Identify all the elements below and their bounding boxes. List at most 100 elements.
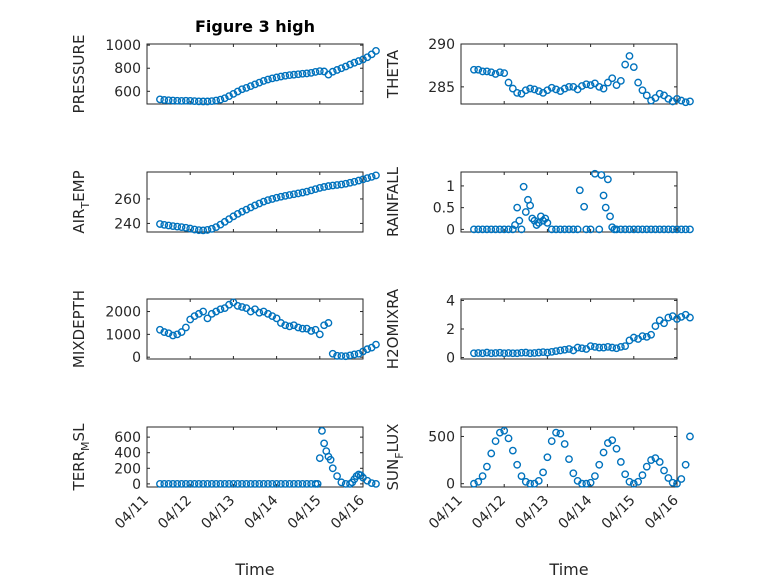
data-point: [173, 479, 182, 488]
data-point: [595, 460, 604, 469]
data-point: [582, 80, 591, 89]
data-point: [478, 472, 487, 481]
data-point: [621, 60, 630, 69]
data-point: [677, 475, 686, 483]
data-point: [537, 212, 545, 221]
data-point: [660, 319, 668, 328]
data-point: [616, 225, 625, 234]
data-point: [634, 78, 643, 87]
data-point: [597, 171, 606, 179]
data-point: [246, 203, 255, 212]
data-point: [324, 182, 333, 190]
data-point: [207, 224, 216, 233]
data-point: [320, 321, 329, 330]
data-point: [578, 82, 586, 90]
data-point: [573, 225, 582, 234]
data-point: [513, 203, 522, 212]
y-tick-label: 600: [114, 84, 141, 100]
data-point: [186, 224, 195, 233]
ylabel-part-main: SUN: [384, 459, 402, 491]
y-tick-label: 2: [446, 322, 455, 338]
data-point: [673, 315, 681, 323]
y-tick-label: 200: [114, 461, 141, 477]
data-point: [311, 68, 320, 76]
data-point: [251, 201, 259, 210]
data-point: [294, 323, 303, 332]
data-point: [539, 216, 547, 225]
data-point: [526, 201, 535, 210]
data-point: [543, 218, 552, 227]
data-point: [686, 313, 694, 322]
data-point: [474, 225, 483, 234]
data-point: [668, 225, 677, 234]
ylabel-part-rest: LUX: [384, 424, 402, 453]
data-point: [517, 348, 526, 357]
data-point: [539, 468, 547, 477]
data-point: [526, 84, 535, 93]
data-point: [251, 479, 259, 488]
data-point: [315, 67, 324, 76]
data-point: [547, 437, 556, 446]
data-point: [194, 479, 203, 488]
data-point: [513, 460, 522, 469]
x-axis-label: Time: [234, 560, 274, 579]
data-point: [207, 479, 216, 488]
data-point: [255, 78, 264, 87]
data-point: [638, 332, 647, 341]
data-point: [504, 349, 513, 357]
data-point: [354, 57, 363, 65]
data-point: [491, 349, 500, 357]
data-point: [483, 225, 491, 234]
data-point: [186, 96, 195, 105]
data-point: [517, 225, 526, 234]
subplot-3: 240 260 AIRTEMP: [70, 170, 380, 235]
y-axis-label: PRESSURE: [70, 35, 88, 114]
data-point: [621, 225, 630, 234]
data-point: [642, 462, 651, 471]
data-point: [629, 63, 638, 72]
data-point: [246, 82, 255, 91]
data-point: [302, 324, 311, 333]
data-point: [281, 191, 290, 200]
y-tick-label: 0: [132, 477, 141, 493]
ylabel-subscript: M: [79, 441, 92, 451]
y-axis-label: AIRTEMP: [70, 170, 92, 233]
data-point: [272, 479, 281, 488]
data-point: [565, 455, 573, 464]
data-point: [289, 70, 298, 79]
data-point: [207, 97, 216, 106]
data-point: [487, 349, 496, 358]
data-point: [194, 97, 203, 106]
data-point: [655, 458, 664, 466]
data-point: [272, 314, 281, 323]
axes-box: [460, 426, 678, 488]
data-point: [556, 225, 565, 234]
data-point: [681, 98, 690, 107]
y-tick-label: 800: [114, 61, 141, 77]
y-tick-label: 1000: [105, 327, 141, 343]
data-point: [530, 216, 539, 225]
data-point: [560, 345, 569, 354]
data-point: [474, 65, 483, 74]
data-point: [586, 225, 595, 234]
data-point: [328, 67, 337, 76]
data-point: [333, 66, 341, 74]
data-point: [320, 183, 329, 191]
data-point: [186, 479, 195, 488]
data-point: [487, 68, 496, 77]
data-point: [483, 67, 491, 76]
data-point: [651, 322, 660, 331]
data-point: [655, 225, 664, 234]
data-point: [552, 347, 560, 356]
data-point: [190, 479, 199, 488]
data-point: [281, 321, 290, 330]
data-point: [242, 479, 251, 488]
data-point: [350, 58, 359, 67]
data-point: [673, 225, 681, 234]
data-point: [298, 324, 307, 333]
data-point: [164, 329, 173, 338]
data-point: [655, 89, 664, 98]
data-point: [560, 440, 569, 448]
data-point: [487, 225, 496, 234]
y-tick-label: 0: [446, 351, 455, 367]
